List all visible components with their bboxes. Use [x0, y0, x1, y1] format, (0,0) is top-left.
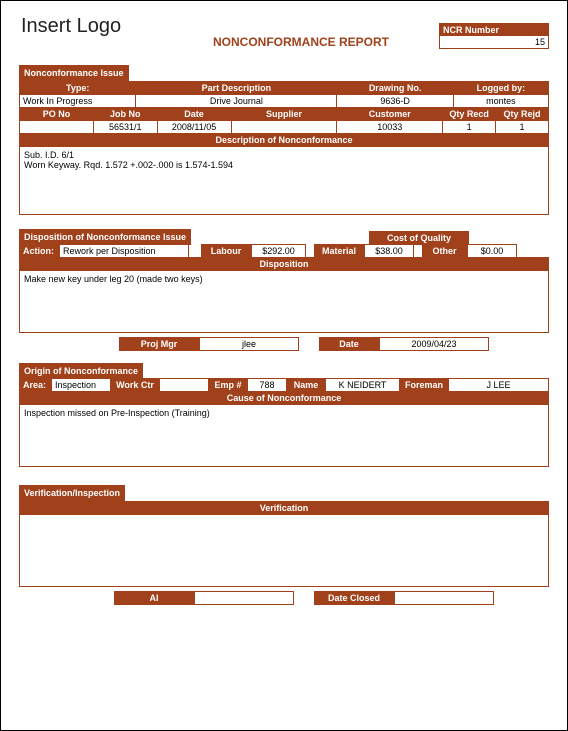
desc-text: Sub. I.D. 6/1 Worn Keyway. Rqd. 1.572 +.… [19, 147, 549, 215]
other-label: Other [422, 244, 467, 258]
foreman-label: Foreman [399, 378, 449, 392]
name-value: K NEIDERT [325, 378, 400, 392]
section2-title: Disposition of Nonconformance Issue [19, 229, 191, 245]
td-date: 2008/11/05 [157, 121, 231, 134]
section1-title: Nonconformance Issue [19, 65, 129, 81]
cause-text: Inspection missed on Pre-Inspection (Tra… [19, 405, 549, 467]
section4-title: Verification/Inspection [19, 485, 125, 501]
issue-table-1: Type: Part Description Drawing No. Logge… [19, 81, 549, 108]
cause-line: Inspection missed on Pre-Inspection (Tra… [24, 408, 544, 418]
issue-table-2: PO No Job No Date Supplier Customer Qty … [19, 107, 549, 134]
action-value: Rework per Disposition [59, 244, 189, 258]
coq-label: Cost of Quality [369, 231, 469, 245]
th-jobno: Job No [94, 108, 157, 121]
ncr-value: 15 [440, 36, 548, 48]
report-title: NONCONFORMANCE REPORT [213, 35, 389, 49]
labour-label: Labour [201, 244, 251, 258]
th-type: Type: [20, 82, 136, 95]
wc-value [159, 378, 209, 392]
other-value: $0.00 [467, 244, 517, 258]
date-value: 2009/04/23 [379, 337, 489, 351]
labour-value: $292.00 [251, 244, 306, 258]
th-customer: Customer [337, 108, 443, 121]
foreman-value: J LEE [448, 378, 549, 392]
emp-label: Emp # [208, 378, 248, 392]
td-loggedby: montes [453, 95, 548, 108]
ai-value [194, 591, 294, 605]
td-supplier [231, 121, 337, 134]
th-loggedby: Logged by: [453, 82, 548, 95]
td-pono [20, 121, 94, 134]
ver-text [19, 515, 549, 587]
dateclosed-label: Date Closed [314, 591, 394, 605]
material-label: Material [314, 244, 364, 258]
action-label: Action: [19, 244, 59, 258]
disp-header: Disposition [19, 257, 549, 271]
desc-line2: Worn Keyway. Rqd. 1.572 +.002-.000 is 1.… [24, 160, 544, 170]
td-partdesc: Drive Journal [136, 95, 337, 108]
ver-header: Verification [19, 501, 549, 515]
logo-placeholder: Insert Logo [21, 15, 121, 38]
th-qtyrecd: Qty Recd [443, 108, 496, 121]
td-type: Work In Progress [20, 95, 136, 108]
ncr-number-box: NCR Number 15 [439, 23, 549, 49]
td-qtyrejd: 1 [496, 121, 549, 134]
wc-label: Work Ctr [110, 378, 160, 392]
projmgr-label: Proj Mgr [119, 337, 199, 351]
disp-text: Make new key under leg 20 (made two keys… [19, 271, 549, 333]
desc-header: Description of Nonconformance [19, 133, 549, 147]
desc-line1: Sub. I.D. 6/1 [24, 150, 544, 160]
td-customer: 10033 [337, 121, 443, 134]
th-drawing: Drawing No. [337, 82, 453, 95]
date-label: Date [319, 337, 379, 351]
name-label: Name [286, 378, 326, 392]
projmgr-value: jlee [199, 337, 299, 351]
th-date: Date [157, 108, 231, 121]
ai-label: AI [114, 591, 194, 605]
emp-value: 788 [247, 378, 287, 392]
td-drawing: 9636-D [337, 95, 453, 108]
th-supplier: Supplier [231, 108, 337, 121]
section3-title: Origin of Nonconformance [19, 363, 143, 379]
area-value: Inspection [51, 378, 111, 392]
th-qtyrejd: Qty Rejd [496, 108, 549, 121]
dateclosed-value [394, 591, 494, 605]
th-partdesc: Part Description [136, 82, 337, 95]
td-jobno: 56531/1 [94, 121, 157, 134]
th-pono: PO No [20, 108, 94, 121]
td-qtyrecd: 1 [443, 121, 496, 134]
disp-line: Make new key under leg 20 (made two keys… [24, 274, 544, 284]
area-label: Area: [19, 378, 51, 392]
cause-header: Cause of Nonconformance [19, 391, 549, 405]
ncr-label: NCR Number [440, 24, 548, 36]
material-value: $38.00 [364, 244, 414, 258]
